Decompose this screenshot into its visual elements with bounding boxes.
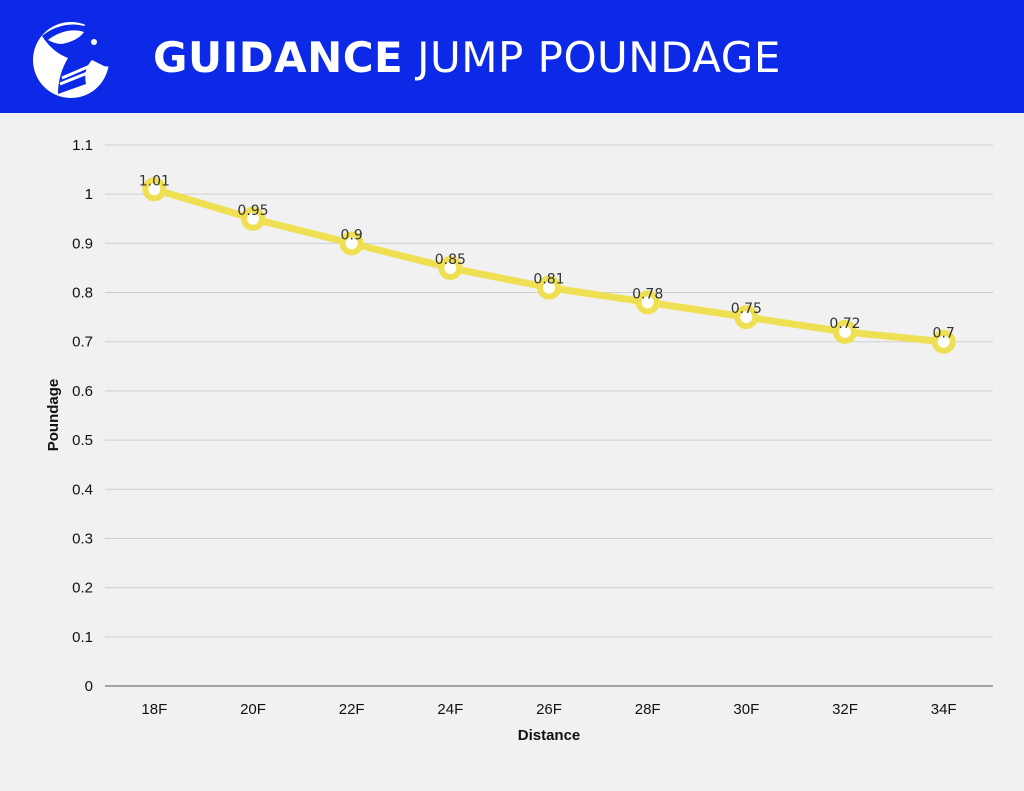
x-tick-label: 34F [931,701,957,718]
data-point [241,206,265,231]
data-point [931,329,956,354]
x-tick-label: 32F [832,701,858,718]
y-tick-label: 0.5 [72,432,93,449]
x-tick-label: 22F [339,701,365,718]
x-tick-labels: 18F 20F 22F 24F 26F 28F 30F 32F 34F [141,701,956,718]
data-label: 0.78 [632,286,663,302]
data-point [537,275,561,300]
y-tick-label: 0.9 [72,235,93,252]
data-point [142,177,167,202]
data-label: 0.81 [533,272,564,288]
y-tick-label: 0.7 [72,334,93,351]
data-label: 0.95 [237,203,268,219]
series-group [142,177,956,354]
data-point [734,305,759,330]
header-bar: GUIDANCE JUMP POUNDAGE [0,0,1024,113]
y-tick-label: 0.4 [72,481,93,498]
data-point [635,290,660,315]
x-tick-label: 24F [437,701,463,718]
horse-head-logo-icon [33,16,113,98]
y-tick-label: 1 [85,186,93,203]
title-light: JUMP POUNDAGE [417,33,781,82]
title-bold: GUIDANCE [153,33,404,82]
y-tick-labels: 0 0.1 0.2 0.3 0.4 0.5 0.6 0.7 0.8 0.9 1 1.1 [72,137,93,695]
y-axis-label: Poundage [45,379,62,452]
y-tick-label: 1.1 [72,137,93,154]
y-tick-label: 0.2 [72,580,93,597]
gridlines [105,144,993,687]
data-label: 0.85 [435,252,466,268]
series-line [150,185,948,346]
data-label: 1.01 [139,173,170,189]
data-label: 0.75 [731,301,762,317]
x-tick-label: 28F [635,701,661,718]
y-tick-label: 0.6 [72,383,93,400]
x-tick-label: 18F [141,701,167,718]
data-point [833,319,857,344]
y-tick-label: 0.8 [72,285,93,302]
y-tick-label: 0.3 [72,530,93,547]
data-point [339,231,364,256]
page-title: GUIDANCE JUMP POUNDAGE [153,33,781,82]
data-label: 0.9 [341,227,363,243]
data-labels: 1.01 0.95 0.9 0.85 0.81 0.78 0.75 0.72 0.7 [139,173,955,341]
line-chart: 0 0.1 0.2 0.3 0.4 0.5 0.6 0.7 0.8 0.9 1 1.1 18F 20F 2… [45,137,993,744]
data-label: 0.7 [933,326,955,342]
x-tick-label: 30F [733,701,759,718]
x-tick-label: 26F [536,701,562,718]
y-tick-label: 0.1 [72,629,93,646]
x-tick-label: 20F [240,701,266,718]
y-tick-label: 0 [85,678,93,695]
x-axis-label: Distance [518,727,581,744]
data-point [438,255,463,280]
data-label: 0.72 [829,316,860,332]
